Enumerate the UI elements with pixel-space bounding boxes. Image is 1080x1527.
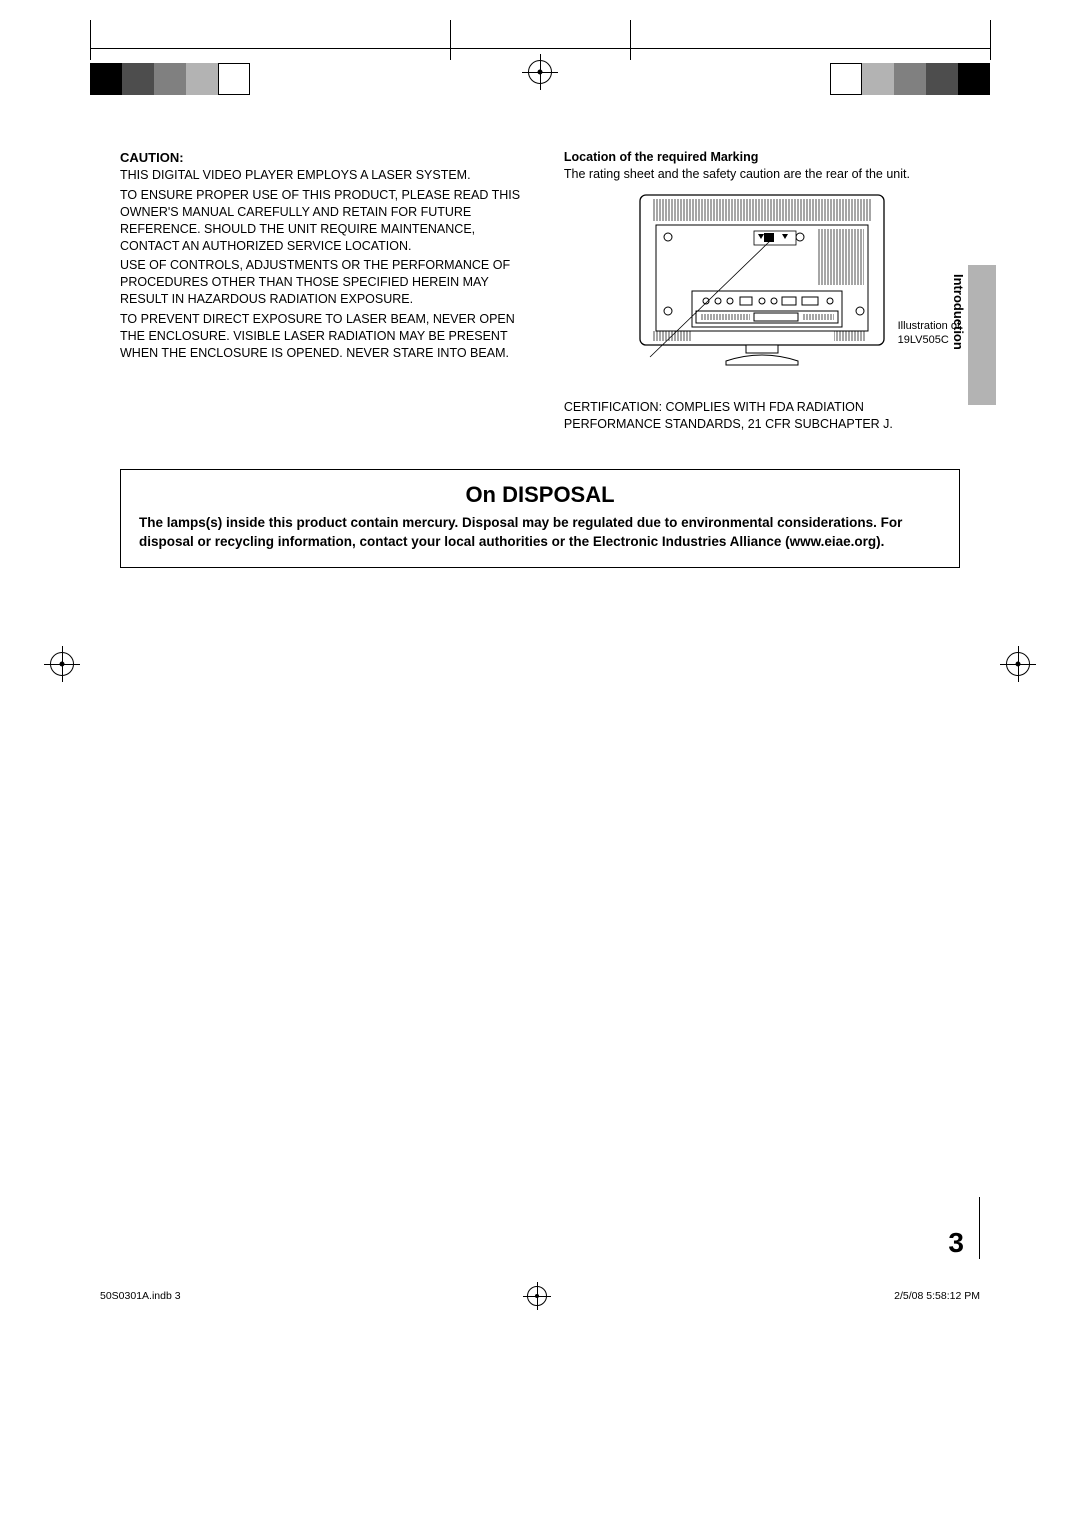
page-content: Introduction CAUTION: THIS DIGITAL VIDEO… — [120, 150, 960, 1527]
disposal-title: On DISPOSAL — [139, 482, 941, 508]
illustration-label-line2: 19LV505C — [898, 334, 949, 346]
caution-paragraph: USE OF CONTROLS, ADJUSTMENTS OR THE PERF… — [120, 257, 536, 308]
illustration-label: Illustration of 19LV505C — [898, 319, 960, 348]
registration-mark-top — [526, 58, 554, 86]
page-number: 3 — [948, 1227, 964, 1259]
print-marks-top — [0, 0, 1080, 100]
left-column: CAUTION: THIS DIGITAL VIDEO PLAYER EMPLO… — [120, 150, 536, 433]
two-column-layout: CAUTION: THIS DIGITAL VIDEO PLAYER EMPLO… — [120, 150, 960, 433]
caution-paragraph: TO PREVENT DIRECT EXPOSURE TO LASER BEAM… — [120, 311, 536, 362]
location-heading: Location of the required Marking — [564, 150, 960, 164]
registration-mark-left — [48, 650, 76, 678]
crop-tick — [630, 20, 631, 60]
footer: 50S0301A.indb 3 2/5/08 5:58:12 PM — [100, 1285, 980, 1307]
caution-heading: CAUTION: — [120, 150, 536, 165]
registration-mark-bottom — [526, 1285, 548, 1307]
crop-tick — [990, 20, 991, 60]
caution-paragraph: THIS DIGITAL VIDEO PLAYER EMPLOYS A LASE… — [120, 167, 536, 184]
footer-left: 50S0301A.indb 3 — [100, 1290, 181, 1302]
location-text: The rating sheet and the safety caution … — [564, 166, 960, 183]
tv-rear-illustration — [632, 189, 892, 369]
color-bar-right — [830, 63, 990, 95]
page-number-rule — [979, 1197, 980, 1259]
color-bar-left — [90, 63, 250, 95]
disposal-text: The lamps(s) inside this product contain… — [139, 514, 941, 552]
disposal-box: On DISPOSAL The lamps(s) inside this pro… — [120, 469, 960, 569]
footer-right: 2/5/08 5:58:12 PM — [894, 1290, 980, 1302]
illustration-container: Illustration of 19LV505C — [564, 189, 960, 389]
right-column: Location of the required Marking The rat… — [564, 150, 960, 433]
crop-tick — [450, 20, 451, 60]
registration-mark-right — [1004, 650, 1032, 678]
caution-paragraph: TO ENSURE PROPER USE OF THIS PRODUCT, PL… — [120, 187, 536, 255]
crop-tick — [90, 20, 91, 60]
certification-text: CERTIFICATION: COMPLIES WITH FDA RADIATI… — [564, 399, 960, 433]
illustration-label-line1: Illustration of — [898, 320, 960, 332]
section-tab — [968, 265, 996, 405]
